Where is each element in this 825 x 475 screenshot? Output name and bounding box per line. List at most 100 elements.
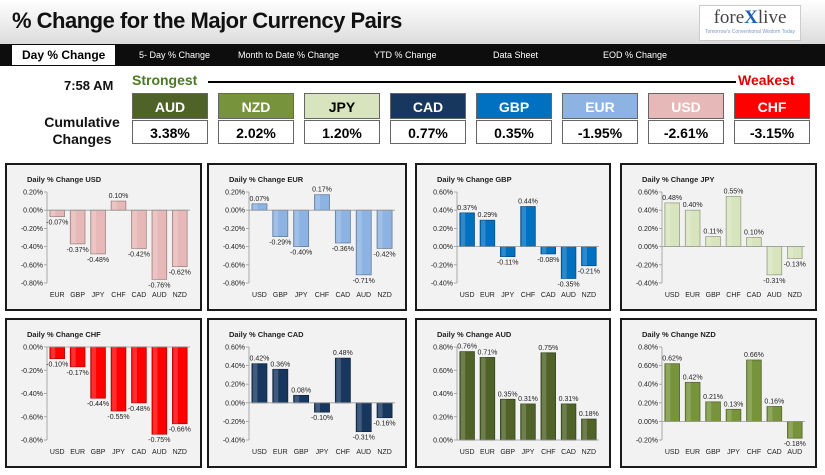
- bar-group: [787, 246, 803, 259]
- x-tick-label: USD: [460, 449, 475, 456]
- bar-group: [49, 209, 65, 217]
- x-tick-label: USD: [252, 449, 267, 456]
- y-tick-label: -0.20%: [636, 438, 658, 445]
- data-label: 0.17%: [312, 187, 332, 194]
- y-tick-label: 0.20%: [638, 226, 658, 233]
- data-label: -0.16%: [373, 421, 395, 428]
- bar-highlight: [521, 403, 527, 440]
- tab-ytd-change[interactable]: YTD % Change: [374, 50, 437, 60]
- x-tick-label: EUR: [480, 292, 495, 299]
- forexlive-logo[interactable]: foreXlive Tomorrow's Conventional Wisdom…: [699, 5, 801, 41]
- data-label: 0.55%: [724, 189, 744, 196]
- bar-group: [376, 209, 393, 249]
- bar-group: [172, 346, 188, 425]
- tab-month-to-date-change[interactable]: Month to Date % Change: [238, 50, 340, 60]
- chart-panel: Daily % Change CAD 0.60% 0.40% 0.20% 0.00% -0…: [207, 318, 407, 468]
- bar-group: [684, 381, 701, 422]
- y-tick-label: 0.60%: [638, 363, 658, 370]
- y-tick-label: -0.40%: [21, 244, 43, 251]
- x-tick-label: NZD: [788, 292, 802, 299]
- bar-highlight: [153, 347, 158, 435]
- x-tick-label: EUR: [273, 449, 288, 456]
- bar-highlight: [686, 210, 691, 247]
- currency-change-chf: -3.15%: [734, 120, 810, 144]
- data-label: 0.76%: [457, 344, 477, 351]
- tab-eod-change[interactable]: EOD % Change: [603, 50, 668, 60]
- bar-group: [581, 418, 597, 441]
- bar-highlight: [378, 210, 383, 249]
- tab-5day-change[interactable]: 5- Day % Change: [139, 50, 211, 60]
- bar-group: [272, 209, 289, 237]
- tab-day-change[interactable]: Day % Change: [12, 45, 116, 65]
- bar-group: [581, 246, 597, 267]
- x-tick-label: CHF: [541, 449, 555, 456]
- bar-group: [110, 200, 127, 211]
- data-label: -0.48%: [128, 406, 150, 413]
- data-label: -0.62%: [169, 270, 191, 277]
- bar-highlight: [686, 382, 691, 422]
- bar-group: [560, 403, 577, 441]
- x-tick-label: AUD: [356, 292, 371, 299]
- bar-group: [376, 402, 393, 419]
- x-tick-label: JPY: [295, 292, 308, 299]
- bar-highlight: [460, 351, 466, 440]
- bar-group: [540, 246, 556, 255]
- data-label: 0.36%: [270, 361, 290, 368]
- bar-chart: Daily % Change GBP 0.60% 0.40% 0.20% 0.00% -0…: [431, 175, 600, 299]
- data-label: -0.21%: [578, 269, 600, 276]
- bar-highlight: [173, 210, 178, 267]
- y-tick-label: 0.00%: [638, 244, 658, 251]
- bar-highlight: [132, 210, 137, 249]
- data-label: 0.40%: [683, 202, 703, 209]
- bar-group: [479, 357, 496, 441]
- data-label: -0.76%: [148, 282, 170, 289]
- currency-change-nzd: 2.02%: [218, 120, 294, 144]
- x-tick-label: NZD: [173, 292, 187, 299]
- bar-group: [766, 406, 783, 422]
- x-tick-label: CAD: [335, 292, 350, 299]
- bar-highlight: [501, 399, 506, 440]
- bar-highlight: [112, 201, 117, 211]
- bar-group: [131, 209, 147, 249]
- chart-title: Daily % Change AUD: [437, 330, 512, 339]
- data-label: 0.31%: [559, 396, 579, 403]
- data-label: -0.75%: [148, 437, 170, 444]
- data-label: -0.36%: [332, 246, 354, 253]
- bar-group: [500, 246, 516, 258]
- y-tick-label: 0.60%: [433, 368, 453, 375]
- cumulative-label-line1: Cumulative: [44, 114, 120, 130]
- data-label: 0.66%: [744, 352, 764, 359]
- bar-group: [293, 394, 310, 404]
- y-tick-label: 0.20%: [23, 190, 43, 197]
- y-tick-label: -0.80%: [21, 438, 43, 445]
- data-label: 0.71%: [477, 349, 497, 356]
- data-label: 0.42%: [683, 374, 703, 381]
- data-label: -0.42%: [128, 251, 150, 258]
- data-label: -0.37%: [67, 247, 89, 254]
- y-tick-label: 0.00%: [433, 438, 453, 445]
- tab-data-sheet[interactable]: Data Sheet: [493, 50, 539, 60]
- bar-highlight: [91, 210, 97, 254]
- bar-group: [520, 403, 536, 441]
- y-tick-label: 0.00%: [23, 208, 43, 215]
- x-tick-label: USD: [50, 449, 65, 456]
- bar-highlight: [541, 352, 547, 440]
- bar-highlight: [541, 246, 547, 254]
- data-label: 0.21%: [703, 394, 723, 401]
- y-tick-label: -0.20%: [21, 226, 43, 233]
- y-tick-label: -0.20%: [21, 368, 43, 375]
- x-tick-label: CHF: [111, 292, 125, 299]
- data-label: 0.18%: [579, 411, 599, 418]
- bar-group: [314, 194, 330, 211]
- currency-change-cad: 0.77%: [390, 120, 466, 144]
- data-label: 0.10%: [744, 230, 764, 237]
- bar-highlight: [50, 210, 56, 217]
- bar-highlight: [665, 363, 671, 422]
- bar-highlight: [582, 419, 587, 440]
- x-tick-label: GBP: [706, 292, 721, 299]
- data-label: -0.55%: [107, 414, 129, 421]
- bar-group: [479, 219, 496, 247]
- y-tick-label: -0.20%: [223, 226, 245, 233]
- x-tick-label: GBP: [500, 449, 515, 456]
- bar-group: [766, 246, 783, 276]
